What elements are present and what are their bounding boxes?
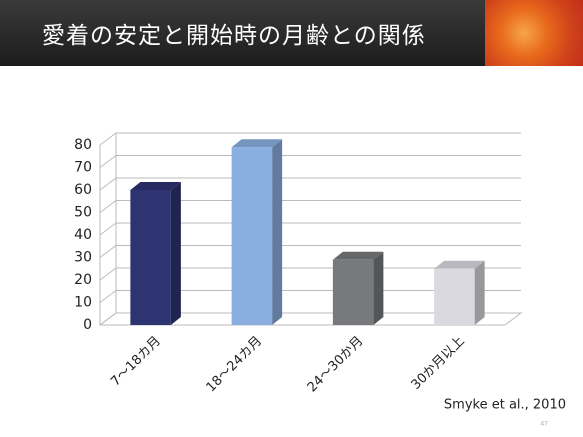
grid-line: [99, 177, 117, 191]
y-tick-label: 70: [74, 160, 92, 176]
grid-line: [99, 222, 117, 236]
grid-line: [99, 132, 117, 146]
bar: [332, 259, 374, 325]
y-tick-label: 80: [74, 137, 92, 153]
x-tick-group: 24～30か月: [305, 334, 367, 396]
ornament: [485, 0, 583, 66]
x-tick-label: 18～24カ月: [204, 334, 266, 396]
grid-line: [99, 245, 117, 258]
y-tick-label: 60: [74, 182, 92, 198]
x-tick-group: 30か月以上: [409, 334, 468, 393]
bar: [130, 190, 171, 325]
x-tick-label: 7～18カ月: [108, 334, 164, 390]
bar-side: [373, 251, 384, 325]
grid-line: [99, 155, 117, 168]
bar-top: [130, 182, 181, 190]
x-tick-group: 18～24カ月: [204, 334, 266, 396]
bar-top: [231, 139, 283, 148]
grid-line: [99, 200, 117, 213]
x-tick-label: 30か月以上: [409, 334, 468, 393]
y-tick-label: 20: [74, 272, 92, 288]
y-tick-label: 40: [74, 227, 92, 243]
x-tick-label: 24～30か月: [305, 334, 367, 396]
x-tick-group: 7～18カ月: [108, 334, 164, 390]
bar: [231, 147, 273, 325]
bar: [434, 268, 475, 325]
grid-line: [99, 290, 117, 303]
title-bar: 愛着の安定と開始時の月齢との関係: [0, 0, 583, 66]
page-number: 47: [540, 421, 548, 428]
source: Smyke et al., 2010: [444, 398, 566, 413]
bar-top: [434, 260, 485, 269]
bar-side: [170, 182, 181, 325]
grid-line: [99, 267, 117, 281]
slide-title: 愛着の安定と開始時の月齢との関係: [42, 23, 426, 49]
y-tick-label: 30: [74, 250, 92, 266]
grid-line: [99, 312, 117, 326]
y-tick-label: 0: [83, 317, 92, 333]
bar-top: [332, 251, 384, 260]
bar-side: [272, 139, 283, 325]
bar-side: [474, 260, 485, 325]
y-tick-label: 50: [74, 205, 92, 221]
y-tick-label: 10: [74, 295, 92, 311]
